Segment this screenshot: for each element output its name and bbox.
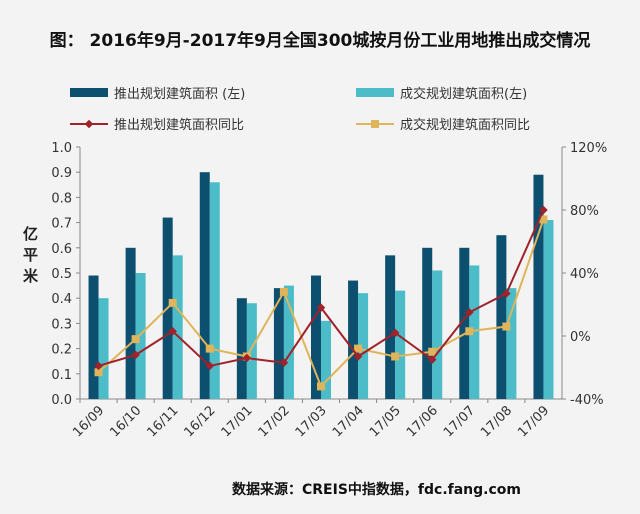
legend-swatch-bar [356, 88, 394, 97]
bar-17/02 [283, 285, 294, 399]
y-tick-label: 0.6 [51, 242, 72, 257]
y-tick-label: 0.8 [51, 191, 72, 206]
x-tick-label: 16/10 [107, 403, 144, 440]
line-point [539, 215, 548, 224]
x-tick-label: 16/11 [144, 403, 181, 440]
chart-title: 图： 2016年9月-2017年9月全国300城按月份工业用地推出成交情况 [49, 31, 591, 51]
x-tick-label: 17/09 [515, 403, 552, 440]
x-tick-label: 17/01 [219, 403, 256, 440]
y2-tick-label: 0% [570, 330, 591, 345]
bar-17/08 [496, 235, 507, 399]
line-point [94, 361, 103, 371]
bar-17/03 [311, 275, 321, 399]
line-point [390, 328, 400, 338]
bar-16/10 [125, 247, 136, 399]
bar-16/10 [135, 273, 146, 399]
x-tick-label: 17/07 [441, 403, 478, 440]
line-point [205, 361, 215, 371]
bar-16/09 [98, 298, 109, 399]
line-point [317, 382, 325, 391]
line-point [316, 303, 326, 312]
legend-marker [84, 119, 94, 129]
legend-label: 推出规划建筑面积 (左) [114, 86, 245, 102]
bar-17/03 [321, 320, 331, 399]
bar-17/04 [348, 280, 359, 399]
y-tick-label: 0.2 [51, 343, 72, 358]
bar-17/09 [543, 220, 554, 399]
y-tick-label: 0.4 [51, 292, 72, 307]
bar-17/04 [358, 293, 369, 399]
line-point [168, 298, 177, 307]
x-tick-label: 17/04 [330, 403, 367, 440]
bar-16/12 [199, 172, 210, 399]
bar-17/05 [385, 255, 396, 399]
y2-tick-label: 80% [570, 204, 599, 219]
x-tick-label: 16/12 [181, 403, 218, 440]
legend-label: 推出规划建筑面积同比 [114, 117, 244, 133]
bar-16/11 [172, 255, 183, 399]
x-tick-label: 16/09 [70, 403, 107, 440]
bar-17/01 [236, 298, 247, 399]
bar-16/12 [209, 182, 220, 399]
line-point [428, 347, 437, 356]
y-tick-label: 0.7 [51, 217, 72, 232]
line-point [131, 335, 140, 344]
y-tick-label: 0.1 [51, 368, 72, 383]
y-tick-label: 1.0 [51, 141, 72, 156]
bar-17/01 [246, 303, 257, 399]
line-point [131, 350, 140, 360]
bar-17/06 [422, 247, 433, 399]
line-point [242, 353, 252, 363]
bar-17/08 [506, 288, 517, 399]
y-axis-label: 亿平米 [21, 226, 39, 289]
line-point [205, 344, 214, 353]
x-tick-label: 17/06 [404, 403, 441, 440]
y2-tick-label: 40% [570, 267, 599, 282]
bar-17/05 [395, 290, 406, 399]
line-point [94, 368, 103, 377]
source-note: 数据来源：CREIS中指数据，fdc.fang.com [232, 482, 521, 498]
line-point [502, 322, 511, 331]
legend-label: 成交规划建筑面积(左) [400, 86, 527, 102]
legend-marker [371, 120, 379, 128]
x-tick-label: 17/08 [478, 403, 515, 440]
line-point [353, 352, 363, 361]
y2-tick-label: -40% [570, 393, 604, 408]
bar-17/07 [469, 265, 480, 399]
line-point [465, 308, 474, 317]
bar-17/02 [273, 288, 284, 399]
y-tick-label: 0.0 [51, 393, 72, 408]
legend-swatch-bar [70, 88, 108, 97]
legend-label: 成交规划建筑面积同比 [400, 117, 530, 133]
y-tick-label: 0.5 [51, 267, 72, 282]
bar-16/09 [88, 275, 99, 399]
line-point [465, 327, 474, 336]
bar-17/06 [432, 270, 443, 399]
x-tick-label: 17/02 [256, 403, 293, 440]
line-point [279, 287, 288, 296]
line-point [427, 355, 437, 364]
bar-17/07 [459, 247, 470, 399]
line-point [391, 352, 400, 361]
bar-17/09 [533, 174, 544, 399]
line-point [168, 327, 177, 336]
x-tick-label: 17/03 [293, 403, 330, 440]
y2-tick-label: 120% [570, 141, 607, 156]
y-tick-label: 0.3 [51, 317, 72, 332]
x-tick-label: 17/05 [367, 403, 404, 440]
y-tick-label: 0.9 [51, 166, 72, 181]
line-point [502, 289, 511, 298]
line-point [279, 358, 289, 368]
line-point [354, 344, 363, 353]
